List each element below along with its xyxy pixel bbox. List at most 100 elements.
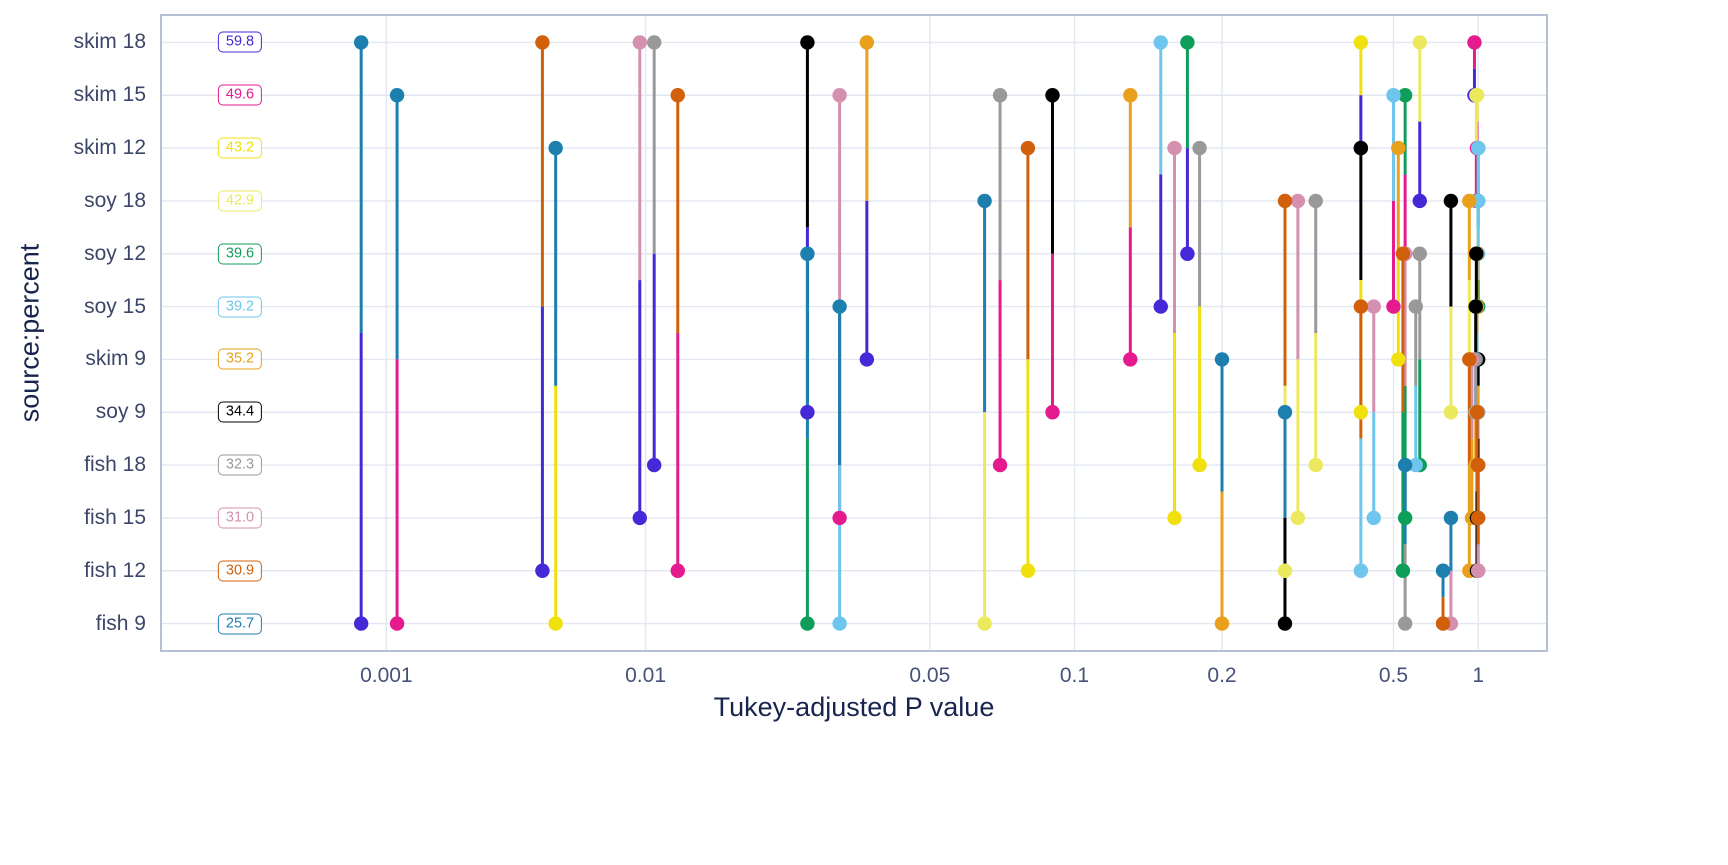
comparison-dot (1412, 35, 1427, 50)
comparison-dot (1290, 193, 1306, 209)
comparison-dot (646, 457, 662, 473)
comparison-dot (1397, 616, 1413, 631)
comparison-dot (1435, 616, 1451, 631)
comparison-dot (1277, 563, 1293, 578)
y-tick-label: fish 12 (84, 558, 146, 582)
comparison-dot (859, 352, 875, 367)
comparison-dot (535, 35, 550, 50)
comparison-dot (1180, 246, 1195, 261)
group-mean-chip: 43.2 (217, 137, 263, 159)
comparison-dot (859, 35, 875, 50)
comparison-dot (1366, 299, 1381, 314)
y-tick-label: soy 12 (84, 241, 146, 265)
comparison-dot (1462, 352, 1477, 367)
y-tick-label: soy 18 (84, 188, 146, 212)
comparison-dot (1167, 510, 1182, 526)
plot-panel: 59.8 49.6 43.2 42.9 39.6 39.2 35.2 34.4 32.3 31.0… (160, 14, 1548, 652)
comparison-dot (1353, 405, 1369, 420)
y-tick-label: skim 15 (73, 83, 146, 107)
x-tick-label: 0.5 (1378, 664, 1409, 687)
comparison-dot (670, 563, 685, 578)
comparison-dot (1470, 140, 1486, 156)
y-tick-label: fish 18 (84, 453, 146, 477)
comparison-dot (1435, 563, 1451, 578)
comparison-dot (1153, 299, 1168, 314)
y-tick-label: skim 9 (85, 347, 146, 371)
comparison-dot (535, 563, 550, 578)
comparison-dot (670, 88, 685, 103)
comparison-dot (1391, 140, 1406, 156)
y-tick-label: skim 12 (73, 136, 146, 160)
comparison-dot (1353, 299, 1369, 314)
comparison-dot (1468, 299, 1483, 314)
group-mean-chip: 39.6 (217, 243, 263, 265)
comparison-dot (1277, 193, 1293, 209)
comparison-dot (1470, 510, 1486, 526)
x-tick-label: 0.2 (1207, 664, 1237, 687)
comparison-dot (1353, 35, 1369, 50)
x-tick-label: 1 (1472, 664, 1485, 687)
y-axis-title: source:percent (14, 243, 45, 423)
group-mean-chip: 34.4 (217, 401, 263, 423)
comparison-dot (1123, 352, 1138, 367)
comparison-dot (1412, 193, 1427, 209)
comparison-dot (646, 35, 662, 50)
comparison-dot (1353, 563, 1369, 578)
comparison-dot (992, 88, 1008, 103)
comparison-dot (1020, 563, 1036, 578)
comparison-dot (1470, 563, 1486, 578)
comparison-dot (1397, 88, 1413, 103)
comparison-dot (1045, 405, 1060, 420)
comparison-dot (800, 616, 815, 631)
y-tick-label: fish 15 (84, 505, 146, 529)
comparison-dot (353, 35, 369, 50)
group-mean-chip: 31.0 (217, 507, 263, 529)
comparison-dot (1123, 88, 1138, 103)
comparison-dot (1277, 616, 1293, 631)
group-mean-chip: 39.2 (217, 296, 263, 318)
comparison-dot (1386, 88, 1401, 103)
comparison-dot (389, 616, 405, 631)
group-mean-chip: 25.7 (217, 613, 263, 635)
comparison-dot (632, 35, 647, 50)
comparison-dot (1192, 457, 1207, 473)
comparison-dot (1353, 140, 1369, 156)
comparison-dot (548, 140, 563, 156)
x-tick-label: 0.001 (360, 664, 413, 687)
comparison-dot (1180, 35, 1195, 50)
group-mean-chip: 42.9 (217, 190, 263, 212)
comparison-dot (1408, 299, 1423, 314)
comparison-dot (1443, 193, 1459, 209)
comparison-dot (1391, 352, 1406, 367)
comparison-dot (832, 510, 847, 526)
comparison-dot (1469, 405, 1485, 420)
comparison-dot (389, 88, 405, 103)
comparison-dot (1386, 299, 1401, 314)
comparison-dot (1192, 140, 1207, 156)
comparison-dot (832, 88, 847, 103)
group-mean-chip: 30.9 (217, 560, 263, 582)
comparison-dot (1462, 193, 1477, 209)
comparison-dot (832, 616, 847, 631)
y-tick-label: soy 15 (84, 294, 146, 318)
comparison-dot (1470, 457, 1486, 473)
comparison-dot (1408, 457, 1423, 473)
comparison-dot (1397, 457, 1413, 473)
comparison-dot (1395, 246, 1411, 261)
comparison-dot (1167, 140, 1182, 156)
comparison-dot (1469, 88, 1484, 103)
comparison-dot (1045, 88, 1060, 103)
comparison-dot (1412, 246, 1427, 261)
comparison-dot (977, 616, 992, 631)
comparison-dot (977, 193, 992, 209)
comparison-dot (1020, 140, 1036, 156)
x-tick-label: 0.01 (625, 664, 666, 687)
y-tick-label: fish 9 (95, 611, 146, 635)
group-mean-chip: 35.2 (217, 348, 263, 370)
comparison-dot (1443, 405, 1459, 420)
group-mean-chip: 49.6 (217, 84, 263, 106)
comparison-dot (1467, 35, 1482, 50)
comparison-dot (992, 457, 1008, 473)
group-mean-chip: 59.8 (217, 31, 263, 53)
comparison-dot (353, 616, 369, 631)
